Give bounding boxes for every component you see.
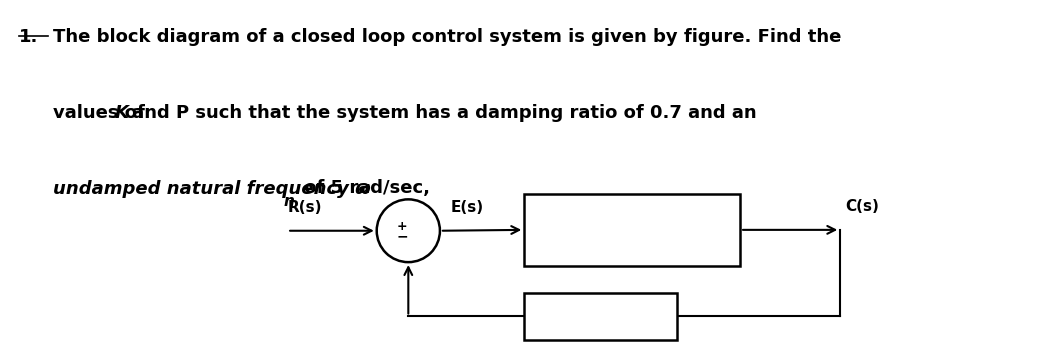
FancyBboxPatch shape xyxy=(524,194,740,266)
Text: undamped natural frequency ω: undamped natural frequency ω xyxy=(53,180,371,197)
Text: and P such that the system has a damping ratio of 0.7 and an: and P such that the system has a damping… xyxy=(126,103,757,121)
FancyBboxPatch shape xyxy=(524,293,677,340)
Text: R(s): R(s) xyxy=(287,200,322,215)
Text: 1+sp: 1+sp xyxy=(575,307,626,326)
Text: K: K xyxy=(625,206,639,224)
Text: of 5 rad/sec,: of 5 rad/sec, xyxy=(298,180,429,197)
Text: n: n xyxy=(284,194,294,209)
Text: s(s + 2): s(s + 2) xyxy=(596,240,668,258)
Text: K: K xyxy=(115,103,129,121)
Text: +: + xyxy=(396,220,407,233)
Text: C(s): C(s) xyxy=(845,199,879,214)
Text: 1.: 1. xyxy=(18,28,38,46)
Text: values of: values of xyxy=(53,103,151,121)
Text: E(s): E(s) xyxy=(451,200,484,215)
Text: The block diagram of a closed loop control system is given by figure. Find the: The block diagram of a closed loop contr… xyxy=(53,28,842,46)
Text: −: − xyxy=(396,229,408,243)
